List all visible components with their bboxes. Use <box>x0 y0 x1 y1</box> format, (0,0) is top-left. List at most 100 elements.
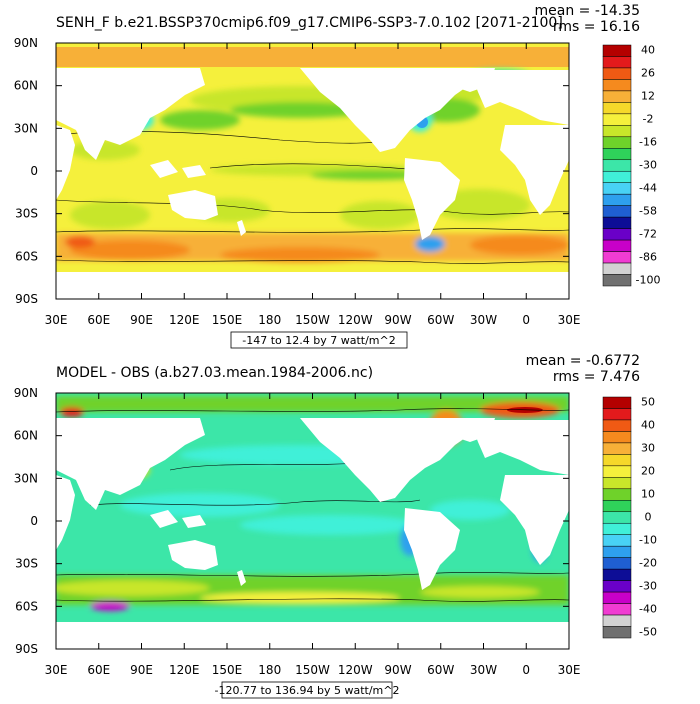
panel-1-axes: 30E 60E 90E 120E 150E 180 150W 120W 90W 60W 30W 0 30… <box>14 36 581 327</box>
x-tick-label: 30W <box>470 663 497 677</box>
y-tick-label: 60S <box>15 249 38 263</box>
colorbar-swatch <box>602 170 632 183</box>
colorbar-label: -50 <box>639 625 657 638</box>
colorbar-swatch <box>602 136 632 149</box>
colorbar-label: -2 <box>643 113 654 126</box>
x-tick-label: 120W <box>338 313 373 327</box>
colorbar-swatch <box>602 396 632 409</box>
panel-1-colorbar: 40 26 12 -2 -16 -30 -44 -58 -72 -86 -100 <box>602 44 661 287</box>
colorbar-swatch <box>602 477 632 490</box>
colorbar-label: -30 <box>639 159 657 172</box>
x-tick-label: 150E <box>212 663 243 677</box>
x-tick-label: 30E <box>45 663 68 677</box>
colorbar-swatch <box>602 205 632 218</box>
colorbar-swatch <box>602 626 632 639</box>
panel-1: SENH_F b.e21.BSSP370cmip6.f09_g17.CMIP6-… <box>14 3 661 349</box>
colorbar-swatch <box>602 500 632 513</box>
colorbar-label: 30 <box>641 442 655 455</box>
x-tick-label: 60E <box>87 663 110 677</box>
colorbar-swatch <box>602 228 632 241</box>
y-tick-label: 90N <box>14 386 38 400</box>
y-tick-label: 30N <box>14 121 38 135</box>
colorbar-label: 26 <box>641 67 655 80</box>
colorbar-swatch <box>602 182 632 195</box>
x-tick-label: 30E <box>45 313 68 327</box>
x-tick-label: 60E <box>87 313 110 327</box>
colorbar-swatch <box>602 239 632 252</box>
colorbar-swatch <box>602 614 632 627</box>
colorbar-swatch <box>602 148 632 161</box>
colorbar-label: -86 <box>639 250 657 263</box>
colorbar-swatch <box>602 488 632 501</box>
colorbar-swatch <box>602 262 632 275</box>
y-tick-label: 60N <box>14 429 38 443</box>
land-mask <box>56 418 569 590</box>
colorbar-swatch <box>602 67 632 80</box>
colorbar-label: 40 <box>641 419 655 432</box>
land-mask <box>56 68 569 240</box>
colorbar-label: 50 <box>641 396 655 409</box>
x-tick-label: 30E <box>558 663 581 677</box>
x-tick-label: 180 <box>258 663 281 677</box>
x-tick-label: 120W <box>338 663 373 677</box>
y-tick-label: 30N <box>14 471 38 485</box>
x-tick-label: 60W <box>427 663 454 677</box>
panel-1-range-box: -147 to 12.4 by 7 watt/m^2 <box>230 331 408 349</box>
y-tick-label: 30S <box>15 207 38 221</box>
colorbar-swatch <box>602 522 632 535</box>
colorbar-swatch <box>602 216 632 229</box>
y-tick-label: 60S <box>15 599 38 613</box>
colorbar-swatch <box>602 419 632 432</box>
colorbar-label: 12 <box>641 90 655 103</box>
panel-1-map <box>56 43 569 299</box>
colorbar-swatch <box>602 193 632 206</box>
y-tick-label: 30S <box>15 557 38 571</box>
x-tick-label: 120E <box>169 313 200 327</box>
colorbar-label: -20 <box>639 556 657 569</box>
colorbar-swatch <box>602 102 632 115</box>
panel-2-rms: rms = 7.476 <box>553 369 640 385</box>
colorbar-label: 0 <box>645 511 652 524</box>
panel-2: MODEL - OBS (a.b27.03.mean.1984-2006.nc)… <box>14 353 657 699</box>
colorbar-label: -58 <box>639 204 657 217</box>
colorbar-swatch <box>602 44 632 57</box>
colorbar-label: 40 <box>641 44 655 57</box>
colorbar-label: -44 <box>639 181 657 194</box>
panel-1-mean: mean = -14.35 <box>535 3 640 19</box>
colorbar-swatch <box>602 79 632 92</box>
panel-2-range-box: -120.77 to 136.94 by 5 watt/m^2 <box>215 681 399 699</box>
panel-1-range-label: -147 to 12.4 by 7 watt/m^2 <box>242 334 395 347</box>
y-tick-label: 60N <box>14 79 38 93</box>
x-tick-label: 0 <box>522 663 530 677</box>
x-tick-label: 150W <box>295 663 330 677</box>
colorbar-swatch <box>602 603 632 616</box>
panel-2-map <box>56 393 569 649</box>
colorbar-label: 10 <box>641 488 655 501</box>
panel-1-rms: rms = 16.16 <box>553 19 640 35</box>
y-tick-label: 90S <box>15 292 38 306</box>
panel-2-title: MODEL - OBS (a.b27.03.mean.1984-2006.nc) <box>56 365 373 381</box>
y-tick-label: 0 <box>30 514 38 528</box>
x-tick-label: 90E <box>130 663 153 677</box>
colorbar-swatch <box>602 442 632 455</box>
colorbar-swatch <box>602 591 632 604</box>
y-tick-label: 90N <box>14 36 38 50</box>
x-tick-label: 90W <box>384 313 411 327</box>
colorbar-swatch <box>602 274 632 287</box>
colorbar-swatch <box>602 465 632 478</box>
colorbar-swatch <box>602 125 632 138</box>
panel-1-title: SENH_F b.e21.BSSP370cmip6.f09_g17.CMIP6-… <box>56 15 563 31</box>
x-tick-label: 0 <box>522 313 530 327</box>
panel-2-mean: mean = -0.6772 <box>526 353 640 369</box>
x-tick-label: 90E <box>130 313 153 327</box>
colorbar-swatch <box>602 545 632 558</box>
colorbar-label: -100 <box>636 273 661 286</box>
arctic-band <box>56 47 569 67</box>
colorbar-swatch <box>602 568 632 581</box>
x-tick-label: 150E <box>212 313 243 327</box>
colorbar-swatch <box>602 580 632 593</box>
panel-2-colorbar: 50 40 30 20 10 0 -10 -20 -30 -40 -50 <box>602 396 657 639</box>
y-tick-label: 0 <box>30 164 38 178</box>
x-tick-label: 60W <box>427 313 454 327</box>
